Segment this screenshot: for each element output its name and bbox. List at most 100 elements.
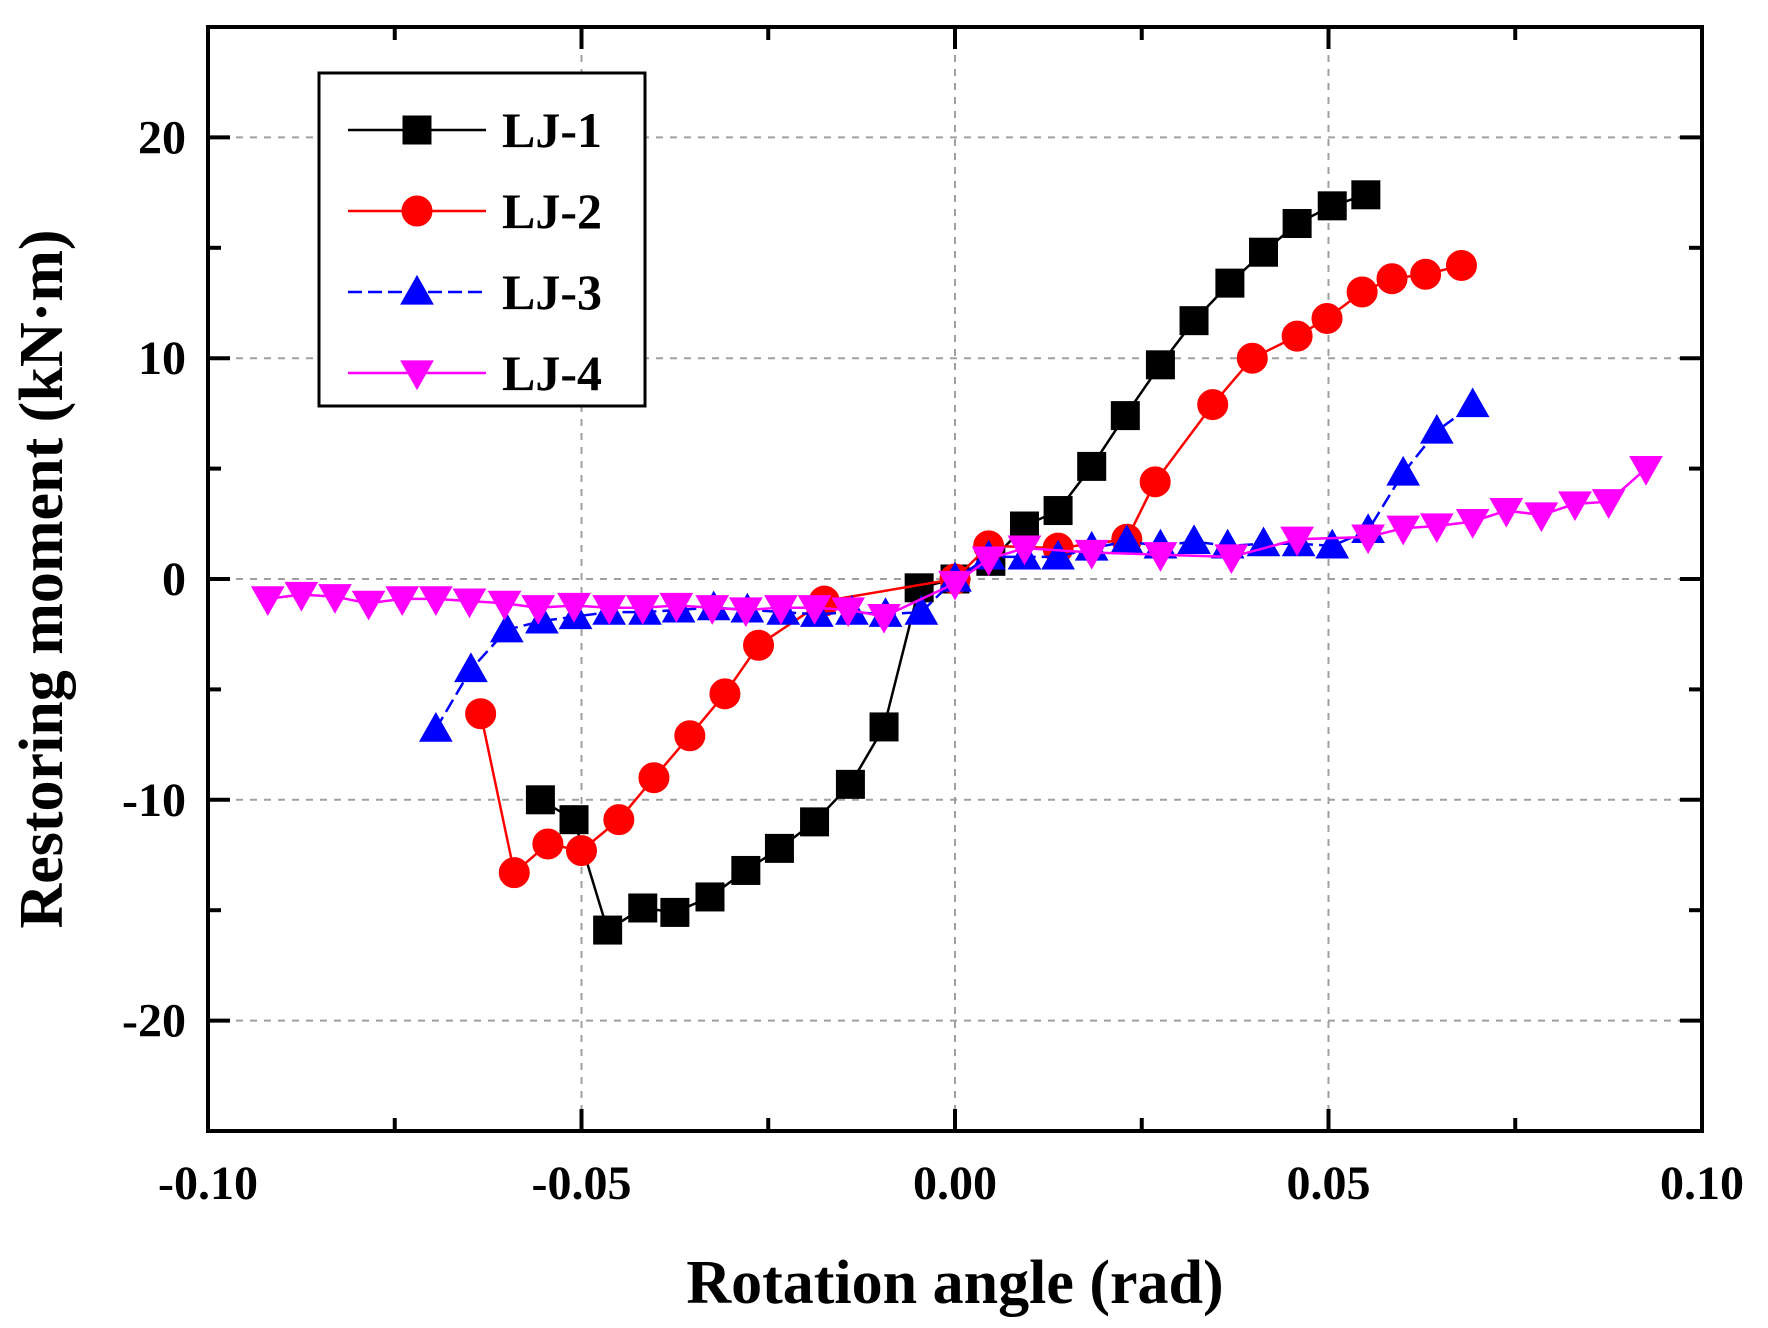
- data-point: [797, 595, 832, 625]
- data-point: [1281, 320, 1313, 352]
- data-point: [418, 586, 453, 616]
- data-point: [660, 897, 690, 927]
- data-point: [709, 678, 741, 710]
- data-point: [731, 855, 761, 885]
- data-point: [628, 893, 658, 923]
- data-point: [1489, 497, 1524, 528]
- tick-labels: -0.10 -0.05 0.00 0.05 0.10 -20 -10 0 10 20: [122, 111, 1744, 1210]
- data-point: [1346, 276, 1378, 308]
- data-point: [1419, 513, 1454, 544]
- y-tick-label: 10: [138, 332, 186, 385]
- data-point: [351, 590, 386, 621]
- data-point: [1249, 237, 1279, 267]
- data-point: [1315, 528, 1350, 559]
- data-point: [1007, 535, 1042, 566]
- data-point: [1282, 209, 1312, 239]
- data-point: [452, 588, 487, 619]
- data-point: [904, 595, 939, 625]
- data-point: [525, 603, 559, 634]
- data-point: [489, 612, 524, 643]
- data-point: [1077, 451, 1107, 481]
- data-point: [521, 595, 556, 625]
- legend-marker: [400, 274, 434, 305]
- data-point: [743, 629, 775, 661]
- data-point: [869, 712, 899, 742]
- data-point: [971, 546, 1006, 577]
- data-point: [454, 652, 488, 683]
- legend-box: [317, 71, 647, 408]
- data-point: [659, 592, 694, 623]
- data-point: [938, 570, 972, 601]
- data-point: [625, 595, 660, 625]
- data-point: [764, 833, 794, 863]
- data-point: [728, 597, 763, 628]
- x-tick-label: 0.00: [913, 1157, 997, 1210]
- legend: LJ-1 LJ-2 LJ-3 LJ-4: [317, 71, 647, 408]
- data-point: [695, 882, 725, 912]
- series-lj-4: [250, 456, 1663, 634]
- legend-marker: [400, 360, 434, 391]
- series-layer: [250, 180, 1663, 945]
- data-point: [1139, 466, 1171, 498]
- data-point: [592, 595, 626, 625]
- data-point: [1246, 526, 1281, 557]
- data-point: [1110, 401, 1140, 431]
- data-point: [525, 785, 555, 815]
- data-point: [557, 592, 591, 623]
- x-axis-title: Rotation angle (rad): [686, 1249, 1223, 1317]
- data-point: [1524, 502, 1559, 533]
- legend-marker: [401, 195, 433, 227]
- data-point: [284, 581, 319, 612]
- data-point: [1215, 268, 1245, 298]
- data-point: [1074, 539, 1109, 570]
- data-point: [695, 595, 730, 625]
- data-point: [1351, 180, 1381, 210]
- data-point: [1041, 539, 1075, 570]
- data-point: [1177, 524, 1211, 555]
- data-point: [831, 597, 866, 628]
- data-point: [800, 807, 830, 837]
- data-point: [1445, 249, 1477, 281]
- data-point: [867, 603, 901, 634]
- data-point: [674, 720, 706, 752]
- data-point: [1043, 496, 1073, 526]
- data-point: [1214, 544, 1249, 575]
- y-axis-title: Restoring moment (kN·m): [8, 229, 76, 928]
- data-point: [1455, 509, 1490, 539]
- data-point: [559, 805, 589, 835]
- legend-marker: [402, 115, 432, 145]
- data-point: [1410, 258, 1442, 290]
- data-point: [532, 828, 564, 860]
- legend-label: LJ-3: [502, 264, 602, 320]
- data-point: [465, 698, 497, 730]
- data-point: [835, 769, 865, 799]
- data-point: [1143, 542, 1178, 572]
- data-point: [1591, 489, 1626, 519]
- data-point: [603, 804, 635, 836]
- data-point: [1386, 455, 1421, 486]
- data-point: [1280, 526, 1314, 557]
- legend-label: LJ-4: [502, 345, 602, 401]
- x-tick-label: -0.10: [158, 1157, 258, 1210]
- data-point: [250, 586, 285, 616]
- data-point: [566, 835, 597, 867]
- data-point: [1351, 524, 1385, 555]
- y-tick-label: -20: [122, 995, 186, 1048]
- x-tick-label: -0.05: [532, 1157, 632, 1210]
- data-point: [1419, 413, 1454, 444]
- y-tick-label: 20: [138, 111, 186, 164]
- series-lj-1: [525, 180, 1381, 945]
- data-point: [1629, 456, 1663, 486]
- data-point: [1179, 306, 1209, 336]
- data-point: [1197, 389, 1229, 421]
- data-point: [487, 590, 522, 621]
- data-point: [418, 712, 453, 742]
- data-point: [498, 857, 530, 889]
- data-point: [1236, 342, 1268, 374]
- ticks: [206, 25, 1704, 1133]
- data-point: [1558, 491, 1592, 522]
- data-point: [318, 584, 352, 614]
- data-point: [638, 762, 670, 794]
